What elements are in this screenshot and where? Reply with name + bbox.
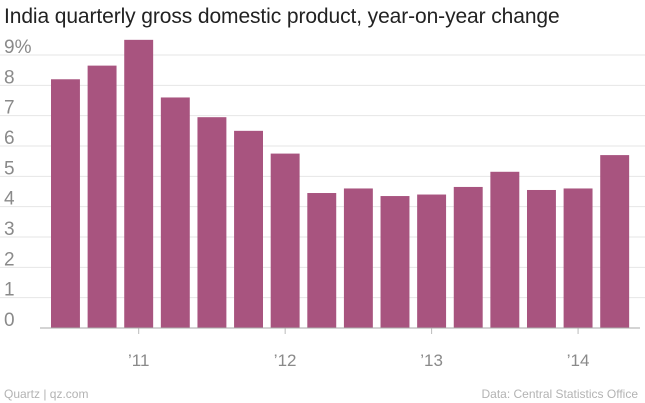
y-tick-label: 0	[4, 310, 15, 331]
bar	[270, 153, 300, 328]
bar	[87, 65, 117, 328]
bar	[380, 196, 410, 328]
source-credit: Quartz | qz.com	[4, 387, 89, 401]
y-tick-label: 5	[4, 158, 15, 179]
bar	[563, 188, 593, 328]
bar	[160, 97, 190, 328]
data-source: Data: Central Statistics Office	[481, 387, 638, 401]
y-tick-label: 9%	[4, 37, 32, 58]
bar	[343, 188, 373, 328]
bar	[51, 79, 80, 329]
bar	[124, 39, 154, 328]
bar	[234, 130, 264, 328]
bar	[490, 171, 520, 328]
x-axis-ticks: ’11 ’12 ’13 ’14	[128, 328, 589, 370]
x-tick-label: ’13	[420, 351, 443, 370]
y-tick-label: 2	[4, 249, 15, 270]
y-axis-ticks: 0 1 2 3 4 5 6 7 8 9%	[4, 37, 32, 331]
bar	[453, 186, 483, 328]
x-tick-label: ’12	[274, 351, 297, 370]
bars	[51, 39, 630, 329]
bar	[417, 194, 447, 328]
chart-title: India quarterly gross domestic product, …	[4, 5, 560, 28]
bar	[526, 189, 556, 328]
bar	[600, 155, 630, 328]
bar	[307, 193, 337, 328]
y-tick-label: 8	[4, 67, 15, 88]
bar	[197, 117, 227, 328]
x-tick-label: ’11	[128, 351, 149, 370]
y-tick-label: 7	[4, 98, 15, 119]
y-tick-label: 1	[4, 280, 15, 301]
y-tick-label: 4	[4, 189, 15, 210]
y-tick-label: 6	[4, 128, 15, 149]
y-tick-label: 3	[4, 219, 15, 240]
x-tick-label: ’14	[567, 351, 590, 370]
